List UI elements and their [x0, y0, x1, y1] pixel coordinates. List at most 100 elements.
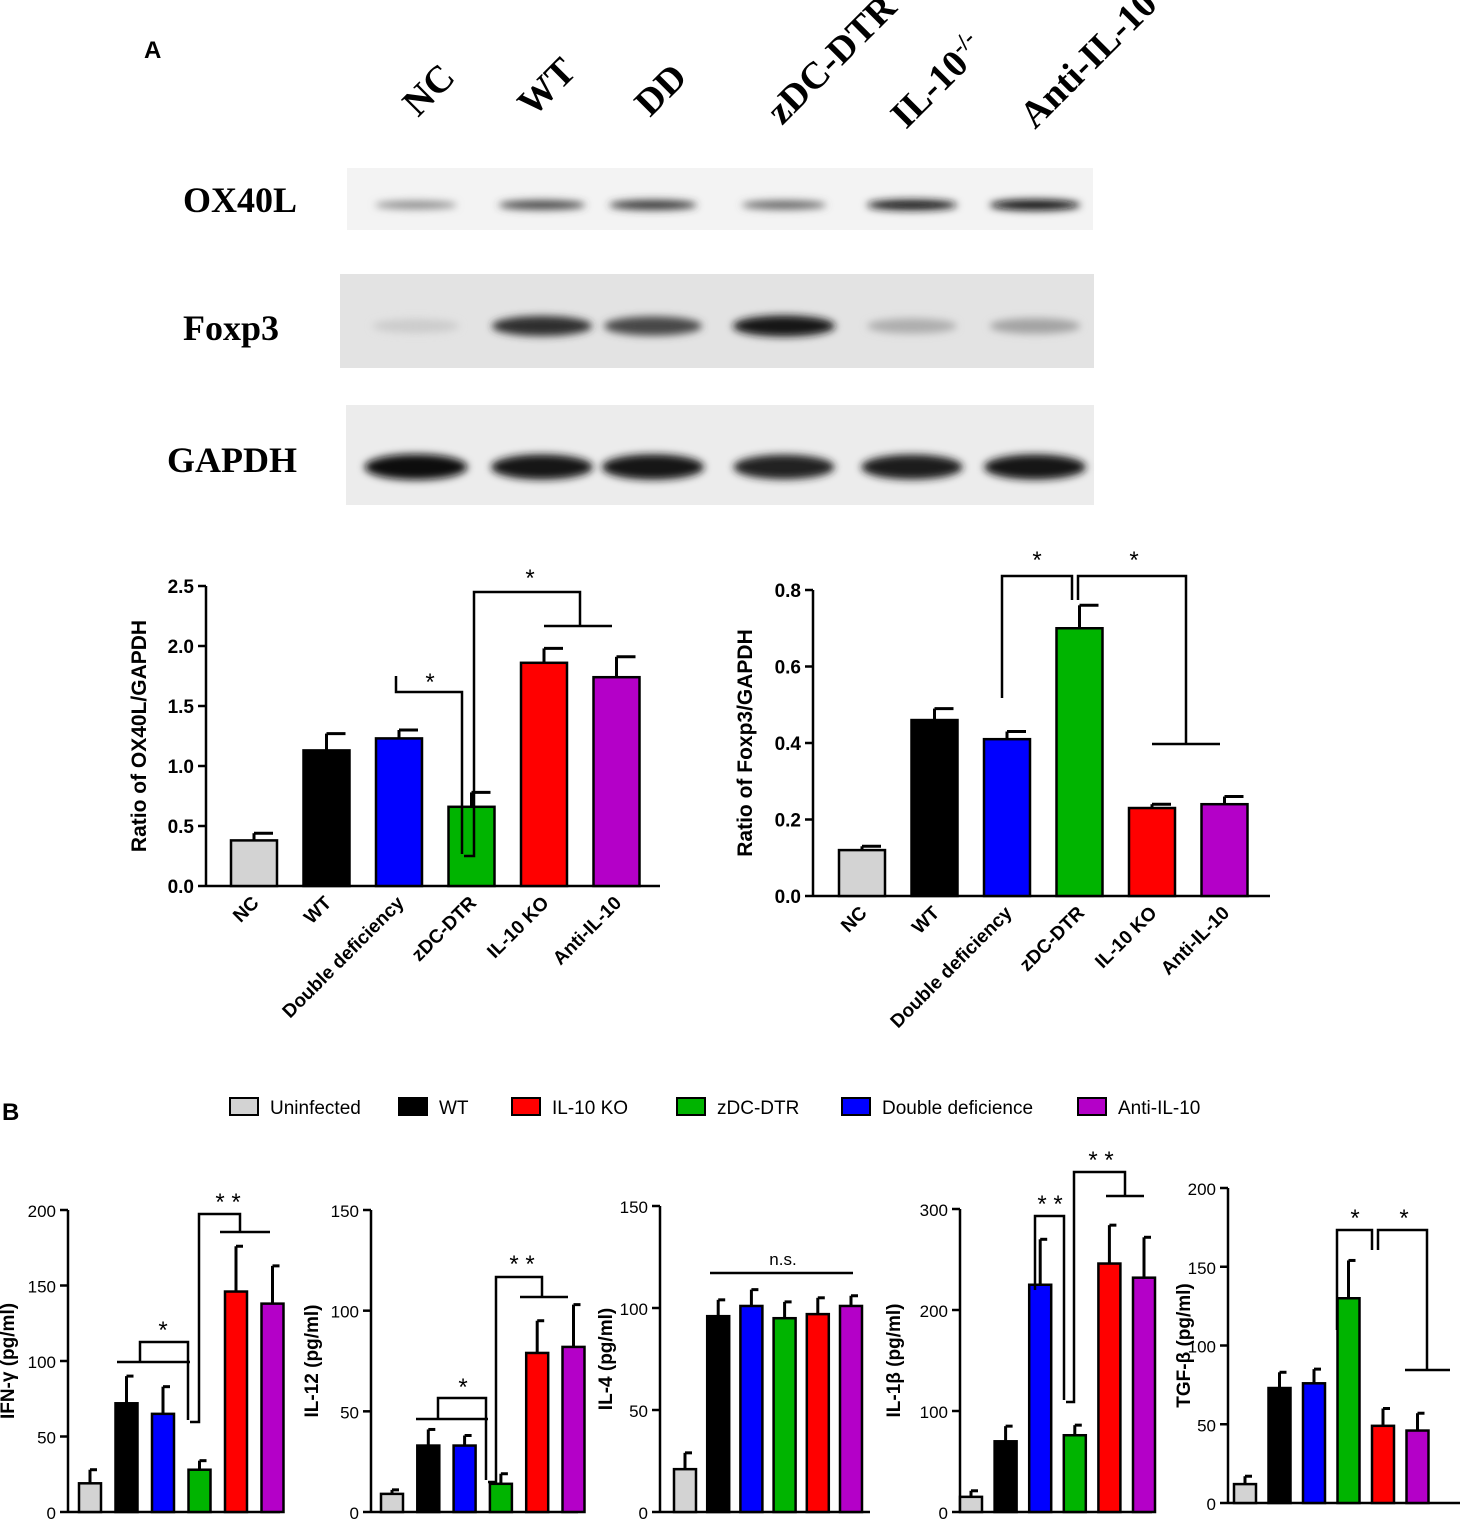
bar	[519, 661, 569, 888]
y-tick-label: 0	[47, 1504, 56, 1521]
x-tick-label: IL-10 KO	[483, 893, 553, 963]
blot-strip-ox40l	[347, 168, 1093, 230]
lane-label-nc: NC	[395, 56, 464, 125]
bar	[672, 1467, 698, 1514]
y-tick-label: 100	[28, 1353, 56, 1372]
y-tick-label: 0.4	[775, 734, 802, 755]
significance-label: *	[425, 669, 434, 696]
lane-labels: NC WT DD zDC-DTR IL-10-/- Anti-IL-10	[395, 0, 1166, 136]
bar	[1062, 1433, 1088, 1514]
x-tick-label: Double deficiency	[279, 892, 409, 1022]
legend-label: IL-10 KO	[552, 1098, 628, 1119]
bar	[452, 1444, 477, 1514]
ifn-gamma-chart: 0 50 100 150 200 IFN-γ (pg/ml) * * *	[0, 1189, 285, 1521]
blot-strip-foxp3	[340, 274, 1094, 368]
x-tick-label: Double deficiency	[887, 902, 1017, 1032]
blot-row-label-gapdh: GAPDH	[167, 440, 297, 480]
bar	[910, 718, 959, 898]
y-axis-label: IL-1β (pg/ml)	[884, 1304, 905, 1418]
y-tick-label: 0	[939, 1504, 948, 1521]
y-tick-label: 2.0	[168, 637, 194, 658]
y-tick-label: 0	[1207, 1495, 1216, 1514]
y-axis-label: IL-4 (pg/ml)	[596, 1308, 617, 1410]
blot-band-foxp3-4	[732, 315, 836, 337]
y-tick-label: 150	[620, 1198, 648, 1217]
legend: Uninfected WT IL-10 KO zDC-DTR Double defici…	[229, 1097, 1200, 1119]
x-tick-label: Anti-IL-10	[1157, 903, 1234, 980]
blot-row-label-foxp3: Foxp3	[183, 308, 279, 348]
y-tick-label: 0.0	[168, 877, 194, 898]
bar	[447, 805, 496, 888]
tgf-beta-chart: 0 50 100 150 200 TGF-β (pg/ml) * *	[1174, 1180, 1460, 1514]
y-axis-label: Ratio of Foxp3/GAPDH	[734, 629, 757, 857]
y-tick-label: 2.5	[168, 577, 195, 598]
bar	[114, 1402, 139, 1514]
bar	[1301, 1382, 1327, 1505]
y-tick-label: 0.0	[775, 887, 801, 908]
lane-label-zdc-dtr: zDC-DTR	[759, 0, 906, 132]
y-axis-label: Ratio of OX40L/GAPDH	[128, 620, 151, 852]
significance-label: * *	[215, 1189, 240, 1216]
blot-band-ox40l-4	[741, 200, 827, 210]
significance-label: *	[458, 1374, 467, 1401]
foxp3-ratio-chart: 0.0 0.2 0.4 0.6 0.8 Ratio of Foxp3/GAPDH NC WTD…	[734, 547, 1270, 1033]
y-tick-label: 1.5	[168, 697, 195, 718]
bar	[1267, 1386, 1292, 1505]
legend-swatch	[1077, 1097, 1107, 1116]
lane-label-dd: DD	[627, 56, 696, 125]
legend-swatch	[511, 1097, 541, 1116]
y-axis-label: IL-12 (pg/ml)	[302, 1305, 323, 1418]
y-tick-label: 0.6	[775, 658, 801, 679]
y-tick-label: 200	[28, 1202, 56, 1221]
bar	[488, 1482, 514, 1514]
legend-label: WT	[439, 1098, 469, 1119]
significance-label: *	[1032, 547, 1041, 574]
y-tick-label: 0.8	[775, 581, 801, 602]
bar	[739, 1304, 764, 1514]
bracket-dd-zdc	[138, 1340, 190, 1420]
lane-label-anti-il10: Anti-IL-10	[1012, 0, 1166, 136]
bar	[223, 1290, 249, 1514]
blot-band-ox40l-5	[866, 199, 958, 211]
x-tick-label: NC	[229, 892, 263, 926]
bar	[1127, 806, 1177, 898]
y-tick-label: 100	[620, 1300, 648, 1319]
bracket-zdc-il10	[464, 590, 582, 858]
bar	[1370, 1424, 1396, 1505]
bar	[592, 675, 641, 888]
blot-band-ox40l-1	[375, 200, 457, 210]
bar	[77, 1482, 103, 1514]
panel-a-label: A	[144, 37, 161, 64]
y-axis-label: IFN-γ (pg/ml)	[0, 1303, 19, 1419]
x-tick-label: zDC-DTR	[408, 892, 481, 965]
y-tick-label: 0	[639, 1504, 648, 1521]
blot-band-gapdh-5	[861, 454, 963, 480]
blot-band-foxp3-2	[491, 315, 593, 337]
y-tick-label: 300	[920, 1201, 948, 1220]
bracket-zdc-il10	[1076, 574, 1188, 744]
significance-label: * *	[1088, 1147, 1113, 1174]
il1-beta-chart: 0 100 200 300 IL-1β (pg/ml) * * * *	[884, 1147, 1157, 1521]
legend-swatch	[398, 1097, 428, 1116]
bracket-dd-zdc	[436, 1396, 488, 1480]
y-tick-label: 150	[331, 1202, 359, 1221]
y-tick-label: 200	[1188, 1180, 1216, 1199]
blot-band-foxp3-6	[989, 318, 1081, 334]
y-tick-label: 100	[331, 1303, 359, 1322]
y-tick-label: 0.5	[168, 817, 195, 838]
bracket-dd-zdc	[1000, 574, 1074, 698]
bar	[1055, 627, 1104, 898]
y-tick-label: 150	[1188, 1259, 1216, 1278]
bracket-zdc-il10	[488, 1275, 544, 1484]
bracket-zdc-il10	[1066, 1170, 1127, 1404]
bracket-dd-zdc	[394, 676, 464, 854]
legend-swatch	[229, 1097, 259, 1116]
significance-label: *	[158, 1317, 167, 1344]
ox40l-ratio-chart: 0.0 0.5 1.0 1.5 2.0 2.5 Ratio of OX40L/GAPDH NC…	[128, 565, 660, 1023]
significance-label: n.s.	[769, 1250, 796, 1269]
blot-row-label-ox40l: OX40L	[183, 180, 297, 220]
bar	[229, 839, 279, 888]
bar	[379, 1492, 405, 1514]
bracket-dd-zdc	[1335, 1228, 1374, 1330]
